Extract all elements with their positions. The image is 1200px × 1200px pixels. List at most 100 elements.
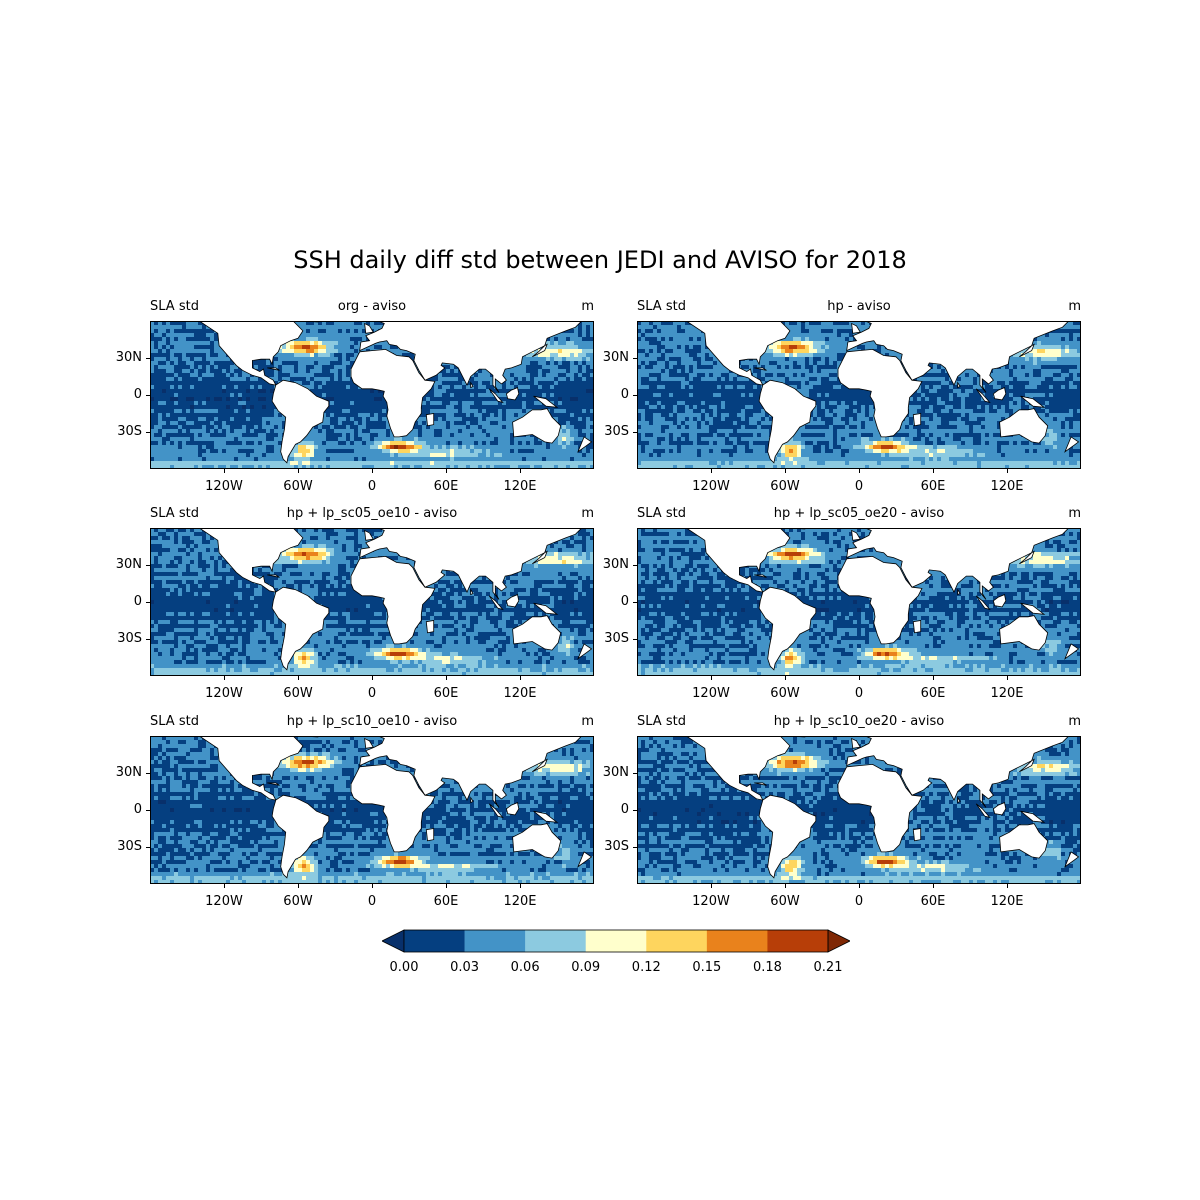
coastline-uk (364, 737, 374, 749)
coastline-cuba (267, 574, 280, 578)
map-frame (637, 528, 1081, 676)
coastline-borneo (992, 802, 1007, 816)
lat-tick-mark (633, 847, 637, 848)
lon-tick-label: 120E (490, 479, 550, 494)
coastline-sumatra (975, 388, 991, 404)
coastline-borneo (505, 594, 520, 608)
map-panel: SLA std hp + lp_sc05_oe10 - aviso m 30N 0 30S… (116, 506, 594, 701)
lat-tick-mark (146, 602, 150, 603)
coastline-uk (851, 322, 861, 334)
lon-tick-mark (224, 469, 225, 473)
coastline-africa (350, 555, 436, 645)
panel-header-left: SLA std (150, 506, 199, 521)
sla-std-map (637, 736, 1081, 884)
lon-tick-label: 60E (903, 479, 963, 494)
lon-tick-mark (520, 469, 521, 473)
coastline-madagascar (912, 413, 922, 427)
coastline-eurasia (846, 321, 1070, 393)
lat-tick-label: 30S (589, 839, 629, 854)
panel-header-center: hp + lp_sc10_oe10 - aviso (150, 714, 594, 729)
coastline-madagascar (912, 828, 922, 842)
coastline-eurasia (846, 528, 1070, 600)
lon-tick-mark (372, 676, 373, 680)
lon-tick-mark (1007, 884, 1008, 888)
lat-tick-label: 0 (102, 802, 142, 817)
coastline-madagascar (425, 620, 435, 634)
sla-std-map (150, 321, 594, 469)
lat-tick-mark (146, 358, 150, 359)
panel-header-right: m (1068, 714, 1081, 729)
coastline-new-zealand (1064, 643, 1080, 660)
coastline-eurasia (359, 528, 583, 600)
lon-tick-mark (446, 469, 447, 473)
lon-tick-label: 60W (268, 479, 328, 494)
lat-tick-mark (633, 810, 637, 811)
lon-tick-label: 0 (829, 894, 889, 909)
coastline-new-guinea (1020, 395, 1046, 408)
lat-tick-label: 30S (102, 424, 142, 439)
coastline-new-guinea (1020, 810, 1046, 823)
coastline-uk (851, 737, 861, 749)
lon-tick-mark (520, 676, 521, 680)
coastline-cuba (754, 367, 767, 371)
lon-tick-label: 120E (977, 479, 1037, 494)
lat-tick-label: 0 (589, 594, 629, 609)
lon-tick-mark (785, 469, 786, 473)
coastline-new-zealand (1064, 436, 1080, 453)
coastline-japan (532, 550, 548, 565)
map-frame (150, 736, 594, 884)
panel-header-center: hp + lp_sc10_oe20 - aviso (637, 714, 1081, 729)
coastline-south-america (758, 586, 817, 671)
coastline-north-america (649, 321, 791, 386)
lon-tick-mark (711, 469, 712, 473)
coastline-cuba (267, 367, 280, 371)
coastline-borneo (505, 387, 520, 401)
lon-tick-mark (298, 676, 299, 680)
lat-tick-mark (146, 810, 150, 811)
lon-tick-label: 60E (903, 686, 963, 701)
lon-tick-label: 0 (342, 686, 402, 701)
coastline-sumatra (488, 388, 504, 404)
coastline-south-america (758, 379, 817, 464)
map-panel: SLA std hp + lp_sc10_oe10 - aviso m 30N 0 30S… (116, 714, 594, 909)
lat-tick-mark (146, 847, 150, 848)
coastline-eurasia (359, 321, 583, 393)
coastline-japan (532, 758, 548, 773)
panel-header-right: m (581, 506, 594, 521)
lon-tick-mark (1007, 469, 1008, 473)
lon-tick-mark (372, 469, 373, 473)
coastline-madagascar (425, 828, 435, 842)
lon-tick-mark (298, 884, 299, 888)
lon-tick-label: 120W (194, 894, 254, 909)
lon-tick-label: 60W (755, 894, 815, 909)
panel-header-left: SLA std (637, 299, 686, 314)
lon-tick-mark (859, 676, 860, 680)
lat-tick-mark (633, 639, 637, 640)
lon-tick-label: 120W (681, 894, 741, 909)
coastline-north-america (649, 736, 791, 801)
coastline-sri-lanka (957, 381, 961, 389)
coastline-uk (364, 322, 374, 334)
coastline-sumatra (488, 803, 504, 819)
lat-tick-label: 30N (102, 765, 142, 780)
coastline-japan (1019, 550, 1035, 565)
figure-title: SSH daily diff std between JEDI and AVIS… (0, 246, 1200, 274)
map-panel: SLA std hp + lp_sc05_oe20 - aviso m 30N 0 30S… (603, 506, 1081, 701)
coastline-africa (837, 555, 923, 645)
coastline-sri-lanka (470, 796, 474, 804)
panel-header-center: org - aviso (150, 299, 594, 314)
colorbar-segment (464, 930, 526, 952)
lat-tick-label: 30S (589, 424, 629, 439)
colorbar-extend-low (382, 929, 405, 953)
lon-tick-label: 60E (416, 894, 476, 909)
panel-header-left: SLA std (150, 714, 199, 729)
map-frame (150, 321, 594, 469)
lon-tick-label: 0 (829, 686, 889, 701)
colorbar-tick-label: 0.00 (374, 960, 434, 975)
lon-tick-label: 60E (416, 479, 476, 494)
lon-tick-label: 60E (416, 686, 476, 701)
lon-tick-mark (446, 676, 447, 680)
coastline-japan (532, 343, 548, 358)
lon-tick-mark (224, 884, 225, 888)
lat-tick-mark (633, 565, 637, 566)
